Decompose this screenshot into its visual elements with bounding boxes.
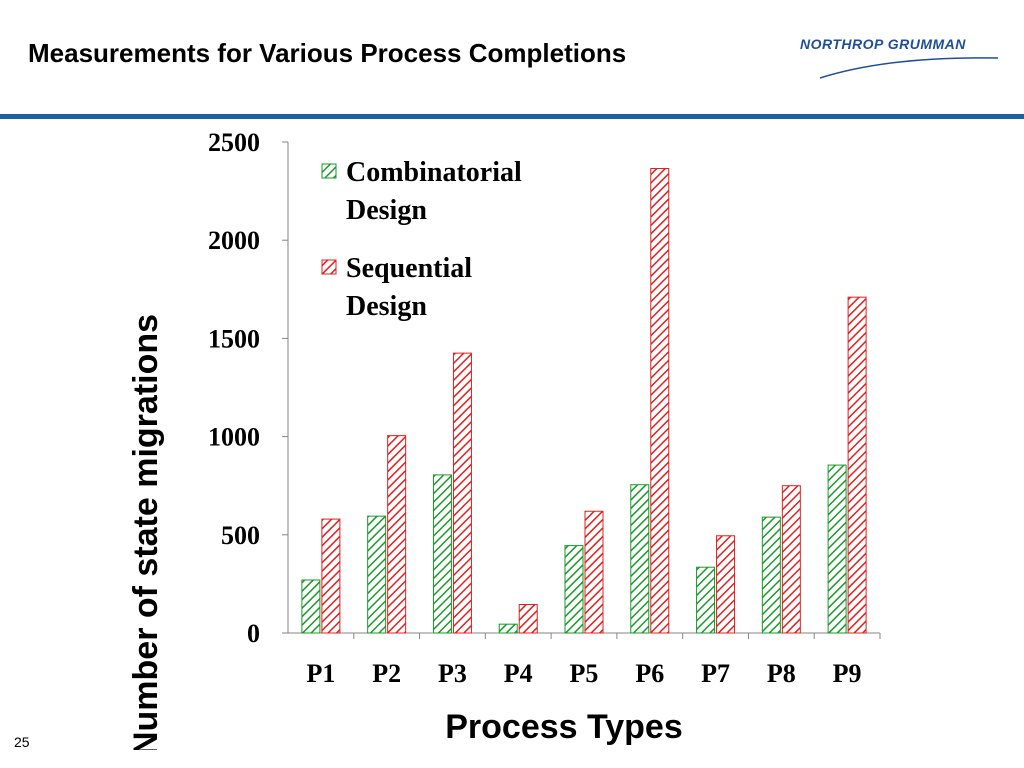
legend-label: Combinatorial — [346, 157, 522, 188]
slide-title: Measurements for Various Process Complet… — [28, 38, 627, 68]
bar-sequential — [518, 604, 538, 634]
bar-combinatorial — [761, 516, 781, 634]
x-tick-label: P6 — [635, 659, 664, 688]
slide-number: 25 — [14, 734, 30, 750]
x-tick-label: P2 — [372, 659, 401, 688]
y-tick-label: 1000 — [208, 423, 260, 452]
y-tick-label: 2500 — [208, 128, 260, 157]
y-tick-label: 0 — [247, 619, 260, 648]
legend-swatch-combinatorial — [321, 163, 337, 179]
bar-combinatorial — [696, 566, 716, 634]
x-tick-label: P5 — [570, 659, 599, 688]
bar-sequential — [584, 510, 604, 634]
header-rule — [0, 114, 1024, 119]
legend-label: Design — [346, 291, 427, 322]
bar-sequential — [781, 485, 801, 634]
legend-label: Design — [346, 195, 427, 226]
logo-swoosh-icon — [819, 57, 999, 79]
x-tick-label: P8 — [767, 659, 796, 688]
northrop-grumman-logo: NORTHROP GRUMMAN — [800, 36, 1000, 84]
y-tick-label: 1500 — [208, 324, 260, 353]
y-axis-title: Number of state migrations — [127, 314, 165, 750]
bar-sequential — [321, 518, 341, 634]
y-tick-label: 500 — [221, 521, 260, 550]
bar-sequential — [847, 296, 867, 634]
y-tick-label: 2000 — [208, 226, 260, 255]
legend-swatch-sequential — [321, 259, 337, 275]
bar-combinatorial — [630, 484, 650, 634]
bar-sequential — [650, 168, 670, 634]
bar-sequential — [452, 352, 472, 634]
x-tick-label: P9 — [833, 659, 862, 688]
x-tick-label: P7 — [701, 659, 730, 688]
bar-combinatorial — [301, 579, 321, 634]
bar-combinatorial — [432, 474, 452, 634]
bar-combinatorial — [564, 545, 584, 634]
bar-sequential — [716, 535, 736, 634]
x-tick-label: P4 — [504, 659, 533, 688]
bar-sequential — [387, 435, 407, 634]
legend-label: Sequential — [346, 253, 472, 284]
bar-chart: Number of state migrations Process Types… — [127, 128, 881, 750]
x-axis-title: Process Types — [445, 708, 683, 746]
bar-combinatorial — [827, 464, 847, 634]
x-tick-label: P1 — [306, 659, 335, 688]
x-tick-label: P3 — [438, 659, 467, 688]
logo-text: NORTHROP GRUMMAN — [800, 36, 966, 52]
bar-combinatorial — [498, 623, 518, 634]
bar-combinatorial — [367, 515, 387, 634]
